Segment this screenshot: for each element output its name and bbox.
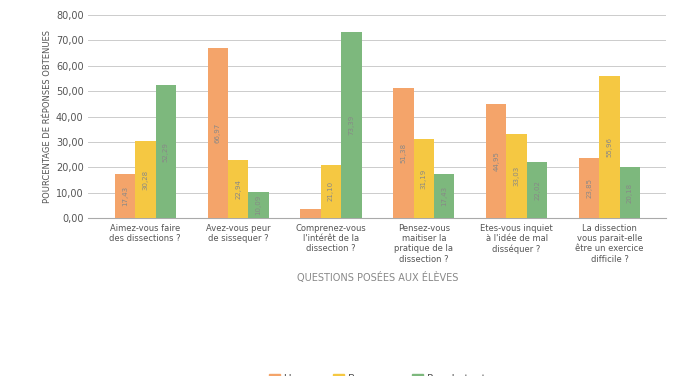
Bar [393,88,413,218]
Text: 55,96: 55,96 [607,137,613,157]
Text: 17,43: 17,43 [122,186,128,206]
Bar [115,174,135,218]
Bar [527,162,547,218]
Bar [434,174,454,218]
Text: 21,10: 21,10 [328,181,334,202]
Text: 23,85: 23,85 [586,178,592,198]
Text: 52,29: 52,29 [163,142,169,162]
Text: 66,97: 66,97 [215,123,221,143]
Text: 10,09: 10,09 [256,195,262,215]
Text: 33,03: 33,03 [513,166,520,186]
Text: 44,95: 44,95 [493,151,499,171]
Bar [507,134,527,218]
Bar [413,139,434,218]
Bar [599,76,619,218]
Text: 30,28: 30,28 [142,170,148,190]
Bar [301,209,321,218]
Text: 17,43: 17,43 [441,186,447,206]
Bar [248,193,269,218]
X-axis label: QUESTIONS POSÉES AUX ÉLÈVES: QUESTIONS POSÉES AUX ÉLÈVES [296,272,458,283]
Bar [619,167,640,218]
Bar [156,85,176,218]
Bar [135,141,156,218]
Text: 51,38: 51,38 [401,143,407,163]
Y-axis label: POURCENTAGE DE RÉPONSES OBTENUES: POURCENTAGE DE RÉPONSES OBTENUES [43,30,52,203]
Bar [579,158,599,218]
Text: 22,02: 22,02 [534,180,540,200]
Bar [228,160,248,218]
Bar [341,32,362,218]
Text: 73,39: 73,39 [348,115,354,135]
Legend: Un peu, Beaucoup, Pas du tout: Un peu, Beaucoup, Pas du tout [265,370,490,376]
Text: 22,94: 22,94 [235,179,241,199]
Bar [486,104,507,218]
Bar [207,48,228,218]
Text: 20,18: 20,18 [627,182,633,203]
Text: 31,19: 31,19 [421,168,427,189]
Bar [321,165,341,218]
